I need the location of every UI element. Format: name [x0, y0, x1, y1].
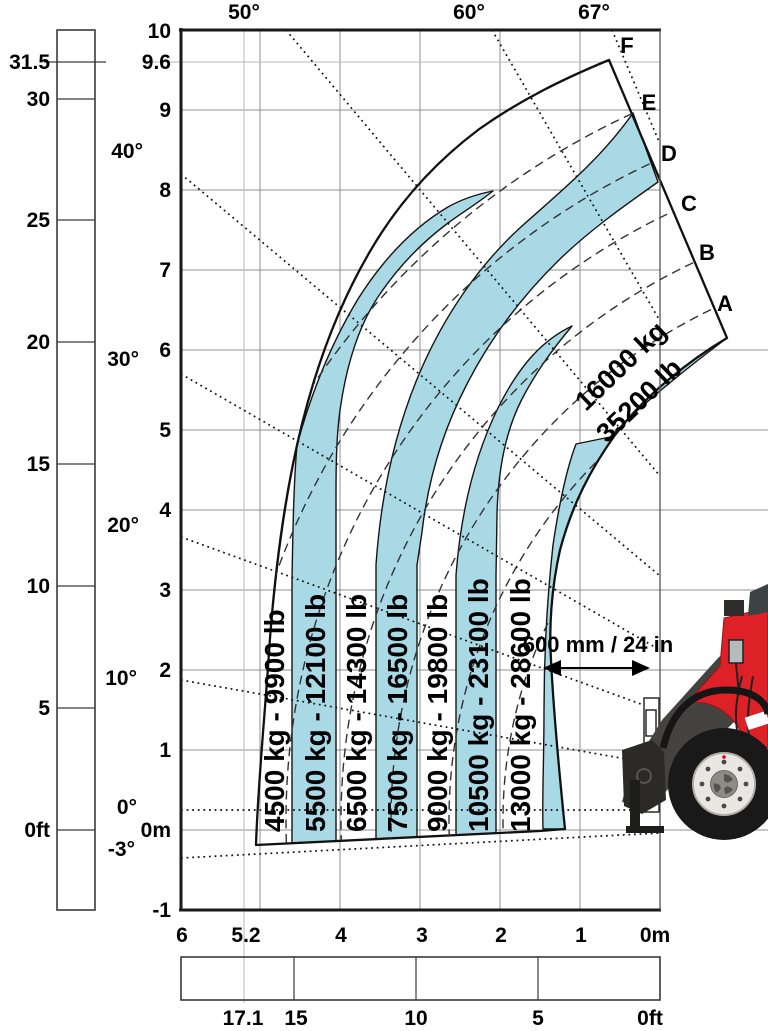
angle-line-40: [181, 173, 660, 577]
ym-2: 2: [159, 659, 171, 682]
wheel-bolts: [699, 759, 749, 809]
left-feet-scale: [44, 29, 106, 911]
angle-line-30: [181, 373, 660, 651]
xm-0: 0m: [640, 924, 670, 947]
fork-offset-annotation: 600 mm / 24 in: [523, 632, 673, 676]
ym-m1: -1: [152, 899, 171, 922]
boom-extension-arcs: [256, 60, 727, 845]
letter-F: F: [620, 33, 633, 58]
xm-1: 1: [575, 924, 587, 947]
angle-line-50: [285, 30, 660, 477]
xm-4: 4: [335, 924, 347, 947]
hub-slots: [713, 774, 733, 794]
load-envelope-outline: [254, 58, 729, 847]
zone-label-5500: 5500 kg - 12100 lb: [300, 594, 331, 832]
zone-label-4500: 4500 kg - 9900 lb: [259, 609, 290, 832]
xm-6: 6: [176, 924, 188, 947]
letter-B: B: [699, 240, 715, 265]
ym-0: 0m: [141, 819, 171, 842]
yft-0: 0ft: [24, 819, 50, 842]
angle-line-67: [611, 30, 660, 145]
bottom-feet-scale: [180, 956, 661, 1001]
carriage-pin: [636, 768, 652, 784]
angle-label-m3: -3°: [108, 838, 135, 861]
letter-D: D: [661, 141, 677, 166]
left-angle-labels: 40° 30° 20° 10° 0° -3°: [105, 140, 143, 861]
boom-extension-letters: F E D C B A: [620, 33, 733, 316]
grid-light: [146, 30, 660, 1003]
zone-label-10500: 10500 kg - 23100 lb: [463, 578, 494, 832]
xft-17.1: 17.1: [223, 1007, 264, 1030]
xft-5: 5: [532, 1007, 544, 1030]
bottom-feet-labels: 17.1 15 10 5 0ft: [223, 1007, 663, 1030]
angle-label-40: 40°: [111, 140, 143, 163]
xm-5.2: 5.2: [231, 924, 260, 947]
cab-dark: [748, 584, 768, 616]
zone-label-7500: 7500 kg - 16500 lb: [382, 594, 413, 832]
ym-3: 3: [159, 579, 171, 602]
yft-25: 25: [27, 209, 51, 232]
zone-7500-shape: [375, 112, 659, 840]
angle-line-60: [491, 30, 660, 322]
rim-mark: [722, 755, 726, 759]
angle-label-10: 10°: [105, 667, 137, 690]
zone-10500-shape: [455, 325, 573, 836]
zone-label-13000: 13000 kg - 28600 lb: [505, 578, 536, 832]
fender: [659, 686, 768, 749]
letter-C: C: [681, 191, 697, 216]
ym-8: 8: [159, 179, 171, 202]
angle-label-67: 67°: [578, 1, 610, 24]
top-angle-labels: 50° 60° 67°: [228, 1, 610, 24]
angle-line-20: [181, 536, 660, 712]
ym-7: 7: [159, 259, 171, 282]
xft-0: 0ft: [637, 1007, 663, 1030]
fork-offset-text: 600 mm / 24 in: [523, 632, 673, 657]
angle-label-0: 0°: [117, 796, 137, 819]
xft-15: 15: [284, 1007, 308, 1030]
angle-label-20: 20°: [107, 514, 139, 537]
ym-9: 9: [159, 99, 171, 122]
ym-10: 10: [148, 20, 171, 43]
fork-tine-vertical: [630, 780, 640, 828]
body-decal: [744, 710, 768, 731]
ym-1: 1: [159, 739, 171, 762]
angle-label-50: 50°: [228, 1, 260, 24]
telehandler-illustration: [622, 584, 768, 840]
bottom-meter-labels: 6 5.2 4 3 2 1 0m: [176, 924, 670, 947]
xm-3: 3: [416, 924, 428, 947]
left-feet-labels: 31.5 30 25 20 15 10 5 0ft: [9, 51, 50, 842]
xft-10: 10: [404, 1007, 427, 1030]
yft-31.5: 31.5: [9, 51, 50, 74]
zone-label-9000: 9000 kg - 19800 lb: [422, 594, 453, 832]
fork-offset-arrow-left: [543, 660, 561, 676]
ym-5: 5: [159, 419, 171, 442]
angle-line-m3: [181, 832, 660, 859]
letter-E: E: [642, 90, 657, 115]
letter-A: A: [717, 291, 733, 316]
ym-6: 6: [159, 339, 171, 362]
ym-9.6: 9.6: [142, 51, 171, 74]
boom-angle-lines: [181, 30, 660, 859]
angle-label-60: 60°: [453, 1, 485, 24]
yft-10: 10: [27, 575, 50, 598]
yft-20: 20: [27, 331, 50, 354]
yft-30: 30: [27, 88, 50, 111]
xm-2: 2: [495, 924, 507, 947]
left-meter-labels: 10 9.6 9 8 7 6 5 4 3 2 1 0m -1: [141, 20, 172, 922]
yft-5: 5: [38, 697, 50, 720]
fork-offset-arrow-right: [632, 660, 650, 676]
fork-tine-foot: [626, 826, 664, 833]
yft-15: 15: [27, 453, 51, 476]
angle-label-30: 30°: [107, 348, 139, 371]
zone-label-6500: 6500 kg - 14300 lb: [341, 594, 372, 832]
wheel: [668, 728, 768, 840]
engine-vent: [724, 600, 744, 616]
ym-4: 4: [159, 499, 171, 522]
